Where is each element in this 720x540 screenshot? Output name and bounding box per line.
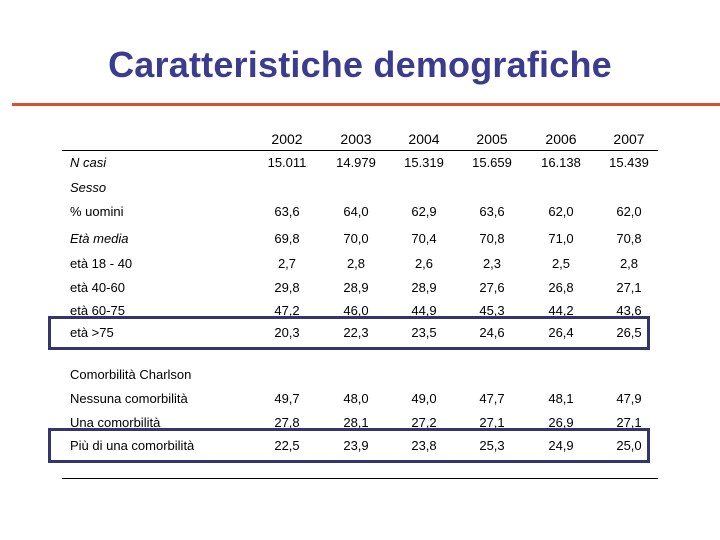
table-row-eta-18-40: età 18 - 40 2,7 2,8 2,6 2,3 2,5 2,8: [0, 256, 720, 276]
table-cell: 46,0: [343, 303, 369, 318]
table-cell: 71,0: [548, 231, 574, 246]
table-cell: 47,2: [274, 303, 300, 318]
table-row-nessuna: Nessuna comorbilità 49,7 48,0 49,0 47,7 …: [0, 391, 720, 411]
table-cell: 49,0: [411, 391, 437, 406]
table-cell: 47,9: [616, 391, 642, 406]
row-label: Più di una comorbilità: [70, 438, 195, 453]
table-cell: 62,0: [616, 204, 642, 219]
table-cell: 23,5: [411, 325, 437, 340]
table-cell: 27,2: [411, 415, 437, 430]
table-cell: 20,3: [274, 325, 300, 340]
table-row-eta-60-75: età 60-75 47,2 46,0 44,9 45,3 44,2 43,6: [0, 303, 720, 323]
table-cell: 27,8: [274, 415, 300, 430]
table-bottom-rule: [62, 478, 658, 479]
table-cell: 26,5: [616, 325, 642, 340]
table-cell: 15.011: [267, 155, 307, 170]
table-cell: 62,9: [411, 204, 437, 219]
table-cell: 70,8: [479, 231, 505, 246]
table-cell: 2,3: [482, 256, 502, 271]
table-row-una: Una comorbilità 27,8 28,1 27,2 27,1 26,9…: [0, 415, 720, 435]
year-header: 2006: [545, 131, 577, 147]
year-header: 2005: [476, 131, 508, 147]
section-label: Sesso: [70, 180, 107, 195]
page-title: Caratteristiche demografiche: [108, 44, 612, 85]
row-label: N casi: [70, 155, 107, 170]
table-cell: 28,9: [343, 280, 369, 295]
table-cell: 24,6: [479, 325, 505, 340]
table-row-piu: Più di una comorbilità 22,5 23,9 23,8 25…: [0, 438, 720, 458]
row-label: % uomini: [70, 204, 124, 219]
table-cell: 48,0: [343, 391, 369, 406]
table-cell: 47,7: [479, 391, 505, 406]
table-cell: 23,8: [411, 438, 437, 453]
table-cell: 28,9: [411, 280, 437, 295]
table-cell: 27,1: [616, 280, 642, 295]
table-row-eta-40-60: età 40-60 29,8 28,9 28,9 27,6 26,8 27,1: [0, 280, 720, 300]
highlight-box-piu: [48, 428, 650, 463]
row-label: Una comorbilità: [70, 415, 161, 430]
table-cell: 63,6: [274, 204, 300, 219]
table-cell: 28,1: [343, 415, 369, 430]
row-label: età 60-75: [70, 303, 125, 318]
table-cell: 14.979: [336, 155, 376, 170]
table-cell: 44,9: [411, 303, 437, 318]
table-cell: 26,4: [548, 325, 574, 340]
table-cell: 70,8: [616, 231, 642, 246]
highlight-box-eta-75: [48, 316, 650, 350]
table-cell: 2,8: [619, 256, 639, 271]
table-cell: 49,7: [274, 391, 300, 406]
table-cell: 23,9: [343, 438, 369, 453]
table-cell: 22,3: [343, 325, 369, 340]
section-label: Comorbilità Charlson: [70, 367, 192, 382]
table-cell: 15.319: [404, 155, 444, 170]
table-cell: 26,8: [548, 280, 574, 295]
table-row-eta-media: Età media 69,8 70,0 70,4 70,8 71,0 70,8: [0, 231, 720, 251]
table-cell: 29,8: [274, 280, 300, 295]
year-header: 2002: [271, 131, 303, 147]
table-cell: 15.439: [609, 155, 649, 170]
table-cell: 27,1: [479, 415, 505, 430]
table-cell: 25,0: [616, 438, 642, 453]
table-cell: 15.659: [472, 155, 512, 170]
row-label: Età media: [70, 231, 129, 246]
table-cell: 27,6: [479, 280, 505, 295]
table-cell: 63,6: [479, 204, 505, 219]
table-cell: 2,7: [277, 256, 297, 271]
table-cell: 64,0: [343, 204, 369, 219]
table-row-n-casi: N casi 15.011 14.979 15.319 15.659 16.13…: [0, 155, 720, 175]
title-underline: [12, 103, 720, 106]
year-header-row: 2002 2003 2004 2005 2006 2007: [0, 131, 720, 151]
year-header: 2007: [613, 131, 645, 147]
table-cell: 43,6: [616, 303, 642, 318]
section-header-comorbilita: Comorbilità Charlson: [0, 367, 720, 387]
table-cell: 45,3: [479, 303, 505, 318]
table-cell: 48,1: [548, 391, 574, 406]
table-cell: 16.138: [541, 155, 581, 170]
table-cell: 62,0: [548, 204, 574, 219]
section-header-sesso: Sesso: [0, 180, 720, 200]
table-cell: 25,3: [479, 438, 505, 453]
table-top-rule: [62, 150, 658, 151]
table-cell: 2,5: [551, 256, 571, 271]
table-cell: 24,9: [548, 438, 574, 453]
table-cell: 44,2: [548, 303, 574, 318]
table-cell: 2,8: [346, 256, 366, 271]
row-label: età 18 - 40: [70, 256, 133, 271]
table-cell: 70,4: [411, 231, 437, 246]
table-cell: 2,6: [414, 256, 434, 271]
table-cell: 26,9: [548, 415, 574, 430]
year-header: 2004: [408, 131, 440, 147]
table-cell: 22,5: [274, 438, 300, 453]
table-cell: 70,0: [343, 231, 369, 246]
table-row-eta-75: età >75 20,3 22,3 23,5 24,6 26,4 26,5: [0, 325, 720, 345]
table-cell: 69,8: [274, 231, 300, 246]
year-header: 2003: [340, 131, 372, 147]
table-cell: 27,1: [616, 415, 642, 430]
row-label: Nessuna comorbilità: [70, 391, 188, 406]
row-label: età >75: [70, 325, 114, 340]
row-label: età 40-60: [70, 280, 125, 295]
table-row-uomini: % uomini 63,6 64,0 62,9 63,6 62,0 62,0: [0, 204, 720, 224]
